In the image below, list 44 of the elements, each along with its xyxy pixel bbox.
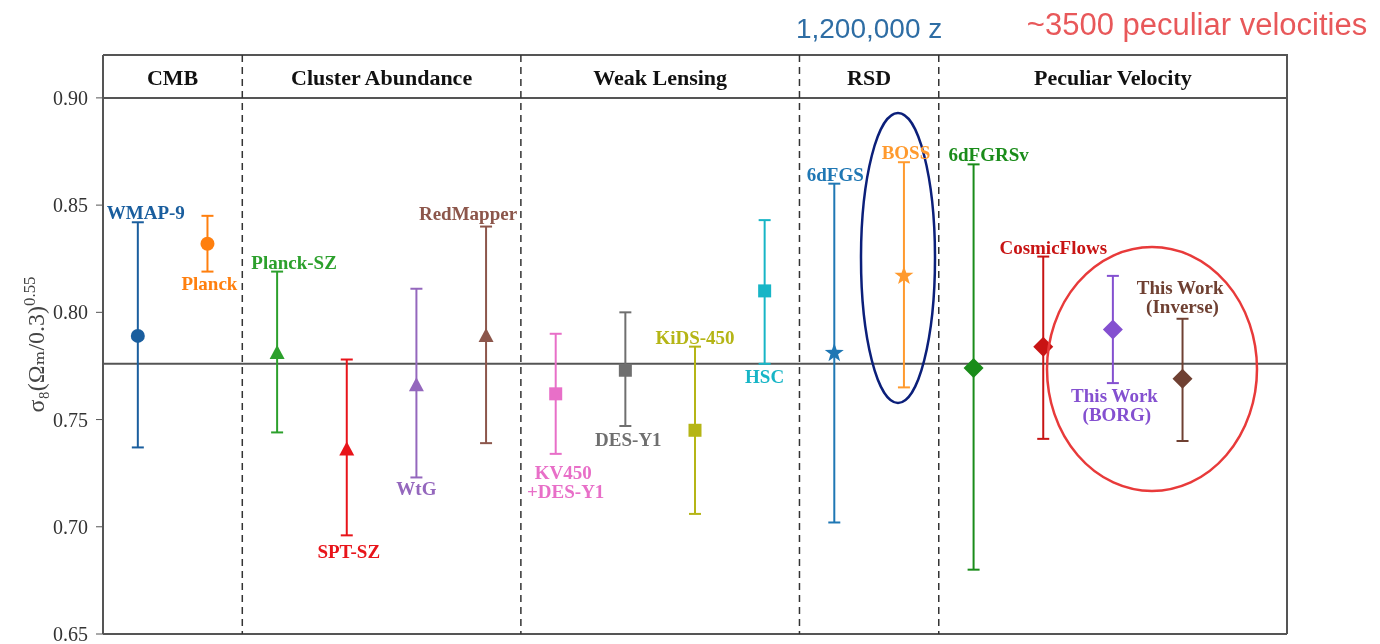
- point: [758, 284, 772, 298]
- point: [339, 441, 355, 456]
- text: KV450 +DES-Y1: [527, 461, 605, 502]
- text: 6dFGS: [806, 163, 864, 185]
- point: [269, 345, 285, 360]
- text: This Work (BORG): [1071, 385, 1163, 427]
- annotation: RSD: [847, 64, 892, 90]
- point: [1172, 368, 1193, 389]
- point: [618, 363, 632, 377]
- y-tick-label: 0.70: [53, 515, 88, 538]
- point: [408, 377, 424, 392]
- text: HSC: [745, 365, 785, 387]
- text: WtG: [396, 478, 437, 500]
- text: 1,200,000 z: [795, 13, 943, 44]
- annotation: Peculiar Velocity: [1033, 64, 1192, 90]
- text: DES-Y1: [595, 428, 662, 450]
- point: [130, 328, 145, 343]
- text: SPT-SZ: [317, 541, 381, 563]
- point: [200, 236, 215, 251]
- point: [688, 423, 702, 437]
- text: Planck-SZ: [251, 251, 337, 273]
- point: [1033, 336, 1054, 357]
- annotation: Weak Lensing: [593, 64, 728, 90]
- text: RedMapper: [418, 202, 518, 224]
- y-tick-label: 0.75: [53, 408, 88, 431]
- annotation: Cluster Abundance: [291, 64, 473, 90]
- point: [549, 387, 563, 401]
- y-tick-label: 0.65: [53, 623, 88, 644]
- point: [963, 358, 984, 379]
- text: CosmicFlows: [999, 236, 1108, 258]
- y-tick-label: 0.80: [53, 301, 88, 324]
- text: WMAP-9: [106, 202, 185, 224]
- text: KiDS-450: [655, 326, 735, 348]
- text: 6dFGRSv: [948, 144, 1030, 166]
- y-tick-label: 0.85: [53, 194, 88, 217]
- point: [894, 265, 914, 284]
- point: [478, 327, 494, 342]
- text: This Work (Inverse): [1136, 276, 1229, 318]
- series-label: Planck: [181, 272, 238, 294]
- point: [1102, 319, 1123, 340]
- text: ~3500 peculiar velocities: [1026, 7, 1368, 42]
- point: [824, 343, 844, 362]
- y-tick-label: 0.90: [53, 86, 88, 109]
- annotation: CMB: [146, 64, 199, 90]
